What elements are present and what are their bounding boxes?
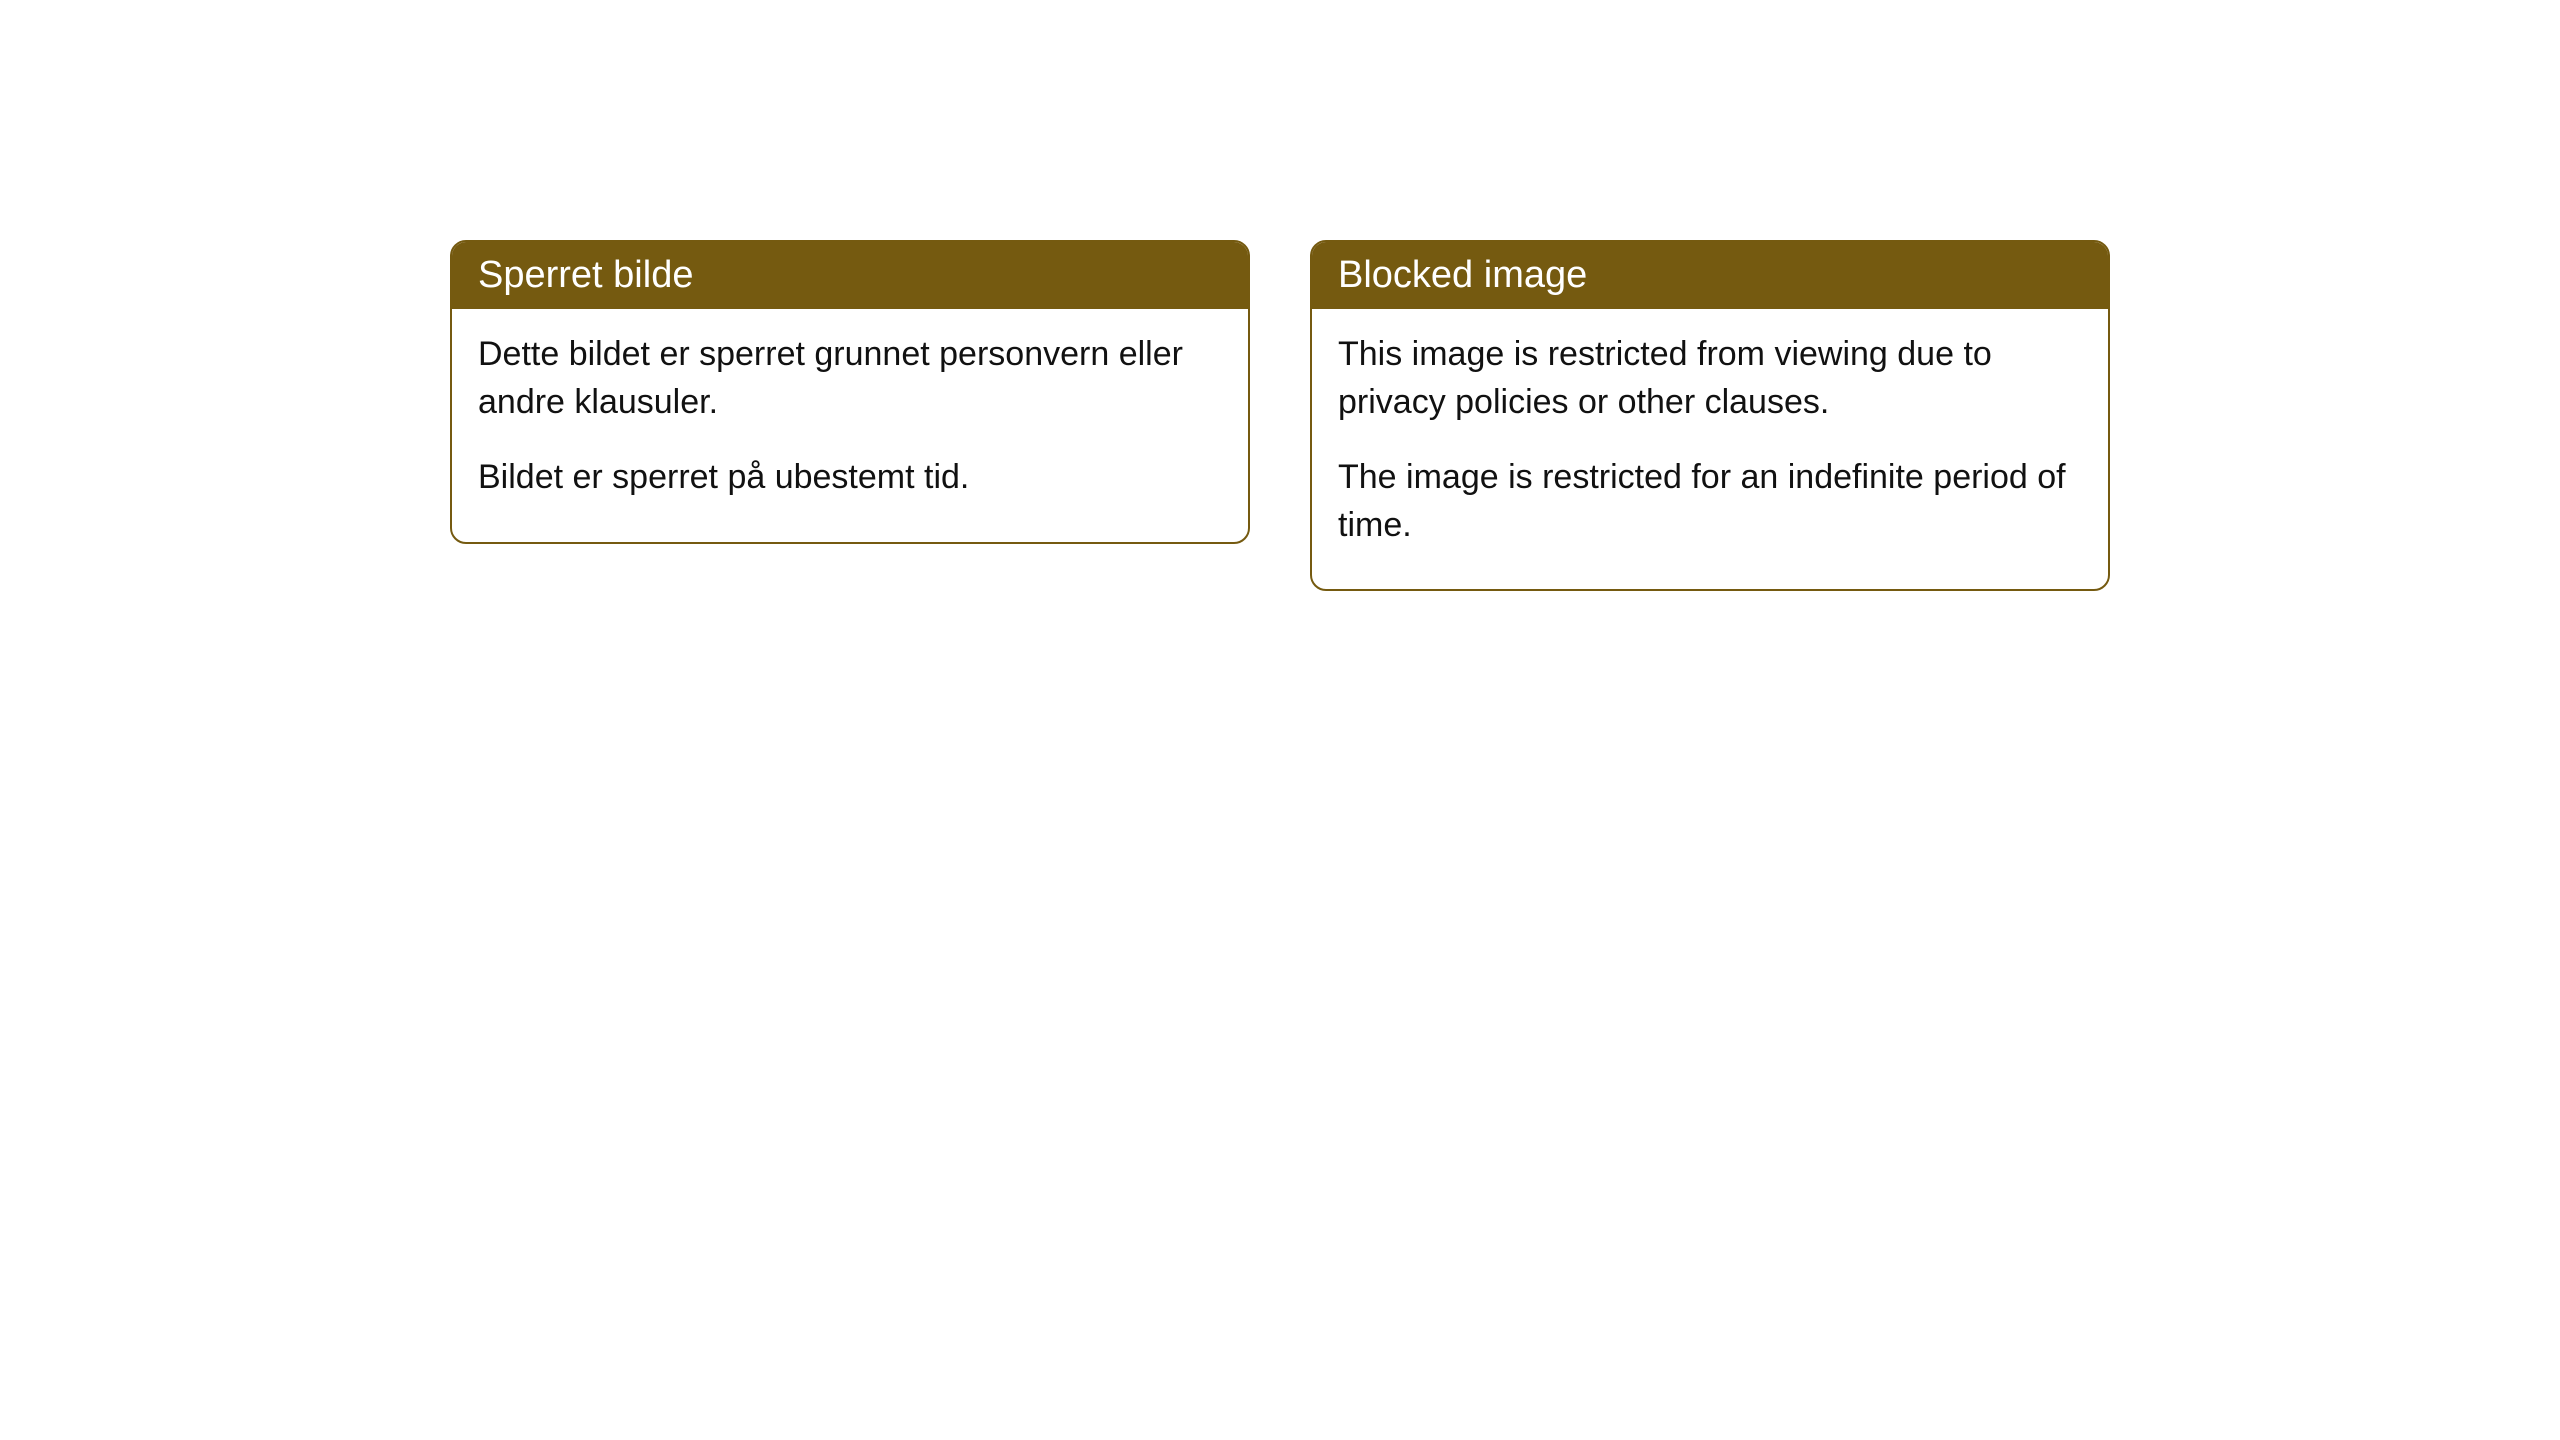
card-paragraph: This image is restricted from viewing du…: [1338, 331, 2082, 426]
card-header: Blocked image: [1312, 242, 2108, 309]
card-body: Dette bildet er sperret grunnet personve…: [452, 309, 1248, 542]
card-paragraph: Bildet er sperret på ubestemt tid.: [478, 454, 1222, 502]
card-body: This image is restricted from viewing du…: [1312, 309, 2108, 589]
card-title: Blocked image: [1338, 254, 1587, 296]
blocked-image-card-en: Blocked image This image is restricted f…: [1310, 240, 2110, 591]
blocked-image-card-no: Sperret bilde Dette bildet er sperret gr…: [450, 240, 1250, 544]
card-title: Sperret bilde: [478, 254, 693, 296]
card-paragraph: Dette bildet er sperret grunnet personve…: [478, 331, 1222, 426]
card-paragraph: The image is restricted for an indefinit…: [1338, 454, 2082, 549]
card-header: Sperret bilde: [452, 242, 1248, 309]
